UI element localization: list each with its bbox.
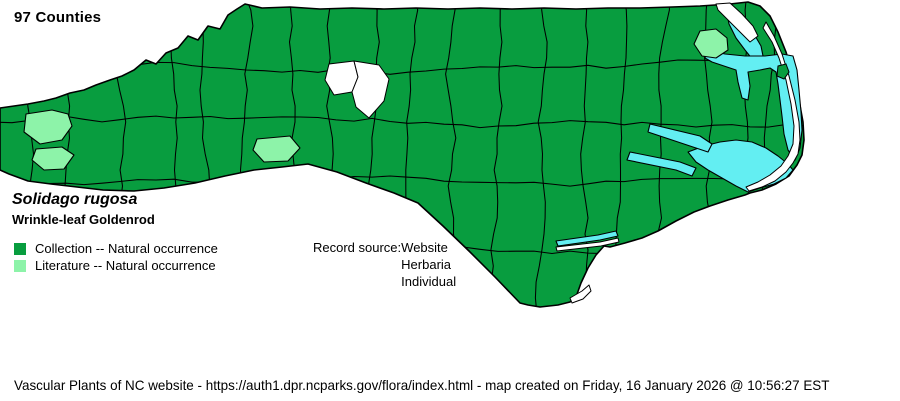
legend-row-literature: Literature -- Natural occurrence [14, 257, 218, 274]
record-source-value: Individual [401, 274, 457, 289]
species-common-name: Wrinkle-leaf Goldenrod [12, 212, 155, 227]
record-source: Record source: Website Herbaria Individu… [313, 239, 456, 290]
county-count-title: 97 Counties [14, 9, 102, 26]
legend-label-collection: Collection -- Natural occurrence [35, 241, 218, 256]
species-scientific-name: Solidago rugosa [12, 191, 138, 208]
record-source-values: Website Herbaria Individual [401, 239, 456, 290]
record-source-value: Herbaria [401, 257, 452, 272]
record-source-label: Record source: [313, 240, 402, 255]
footer-credit: Vascular Plants of NC website - https://… [14, 377, 830, 393]
legend-swatch-literature-icon [14, 259, 26, 272]
legend-label-literature: Literature -- Natural occurrence [35, 258, 216, 273]
legend-swatch-collection-icon [14, 242, 26, 255]
legend-row-collection: Collection -- Natural occurrence [14, 240, 218, 257]
record-source-value: Website [401, 240, 448, 255]
species-block: Solidago rugosa Wrinkle-leaf Goldenrod [12, 190, 155, 228]
legend: Collection -- Natural occurrence Literat… [14, 240, 218, 274]
